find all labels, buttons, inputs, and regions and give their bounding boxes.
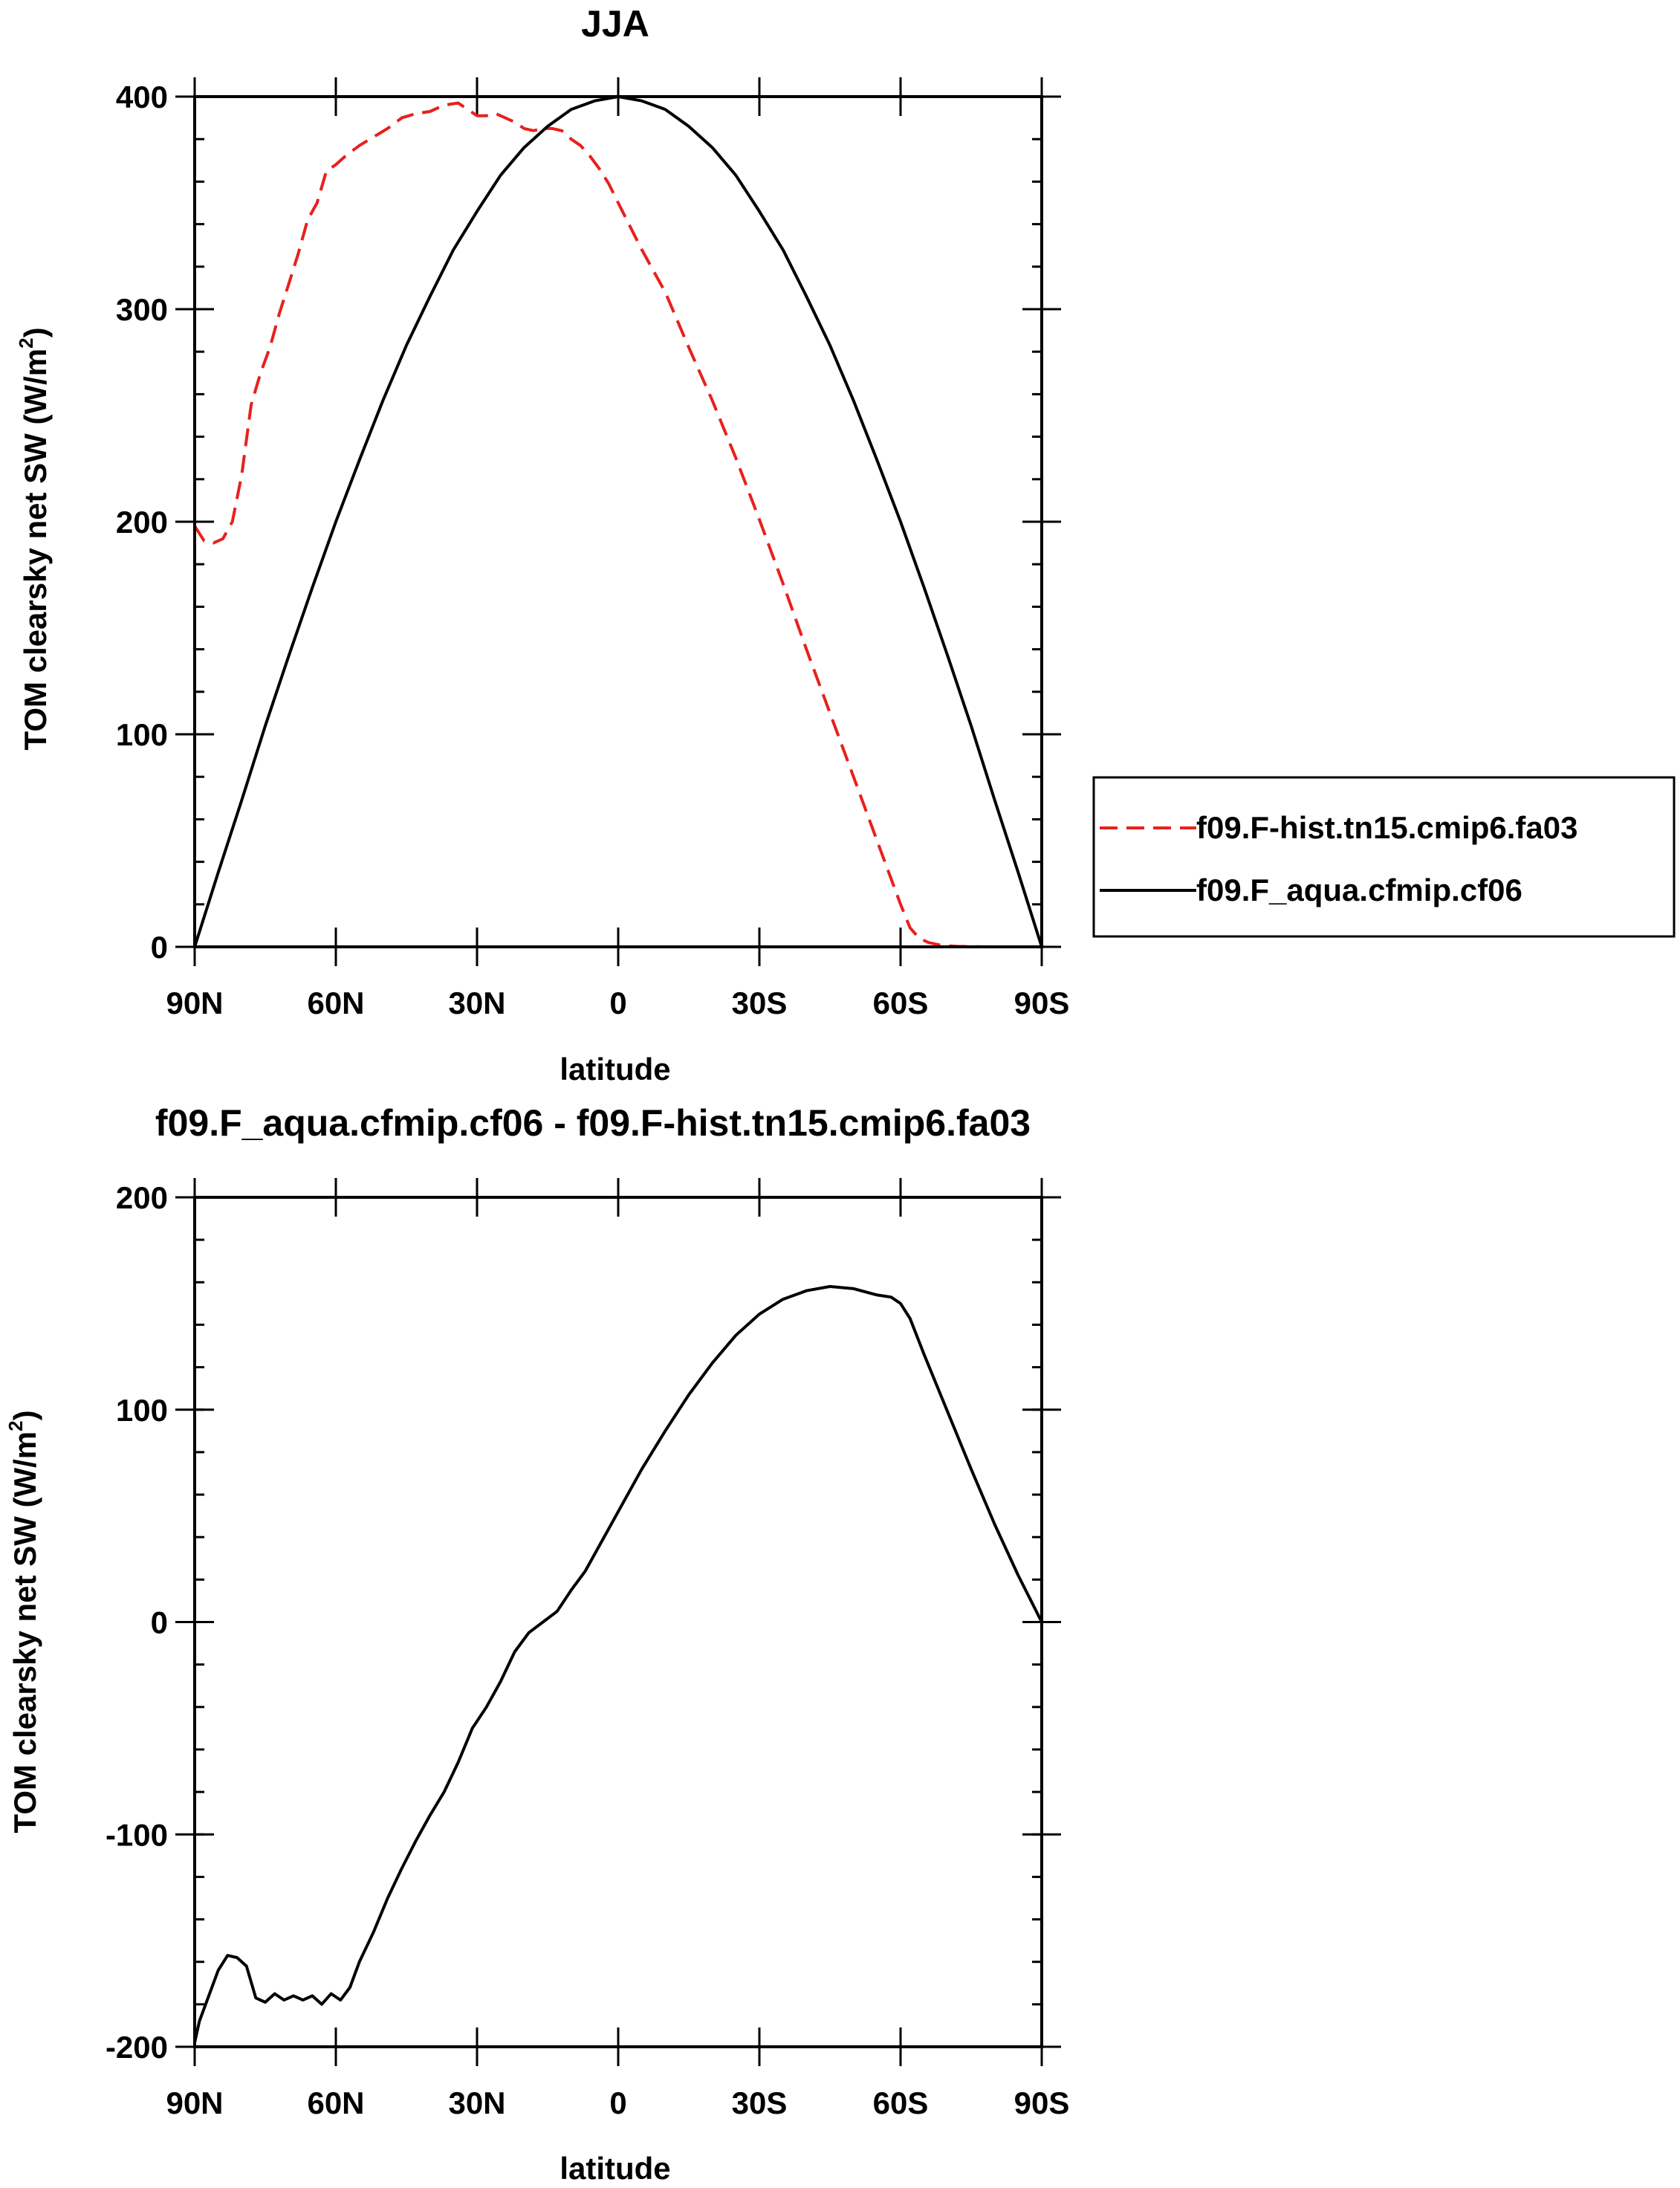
panel-top-xtick-label: 90S xyxy=(1014,985,1070,1020)
panel-top-xtick-label: 0 xyxy=(609,985,626,1020)
panel-bottom-ytick-label: 100 xyxy=(116,1393,168,1428)
panel-bottom-ytick-label: -100 xyxy=(106,1817,168,1852)
legend-label-series-1: f09.F-hist.tn15.cmip6.fa03 xyxy=(1196,810,1578,845)
panel-top-ylabel-suffix: ) xyxy=(18,327,53,337)
panel-top-ytick-label: 100 xyxy=(116,717,168,752)
chart-canvas: JJA 010020030040090N 60N 30N 0 30S 60S 90S lat… xyxy=(0,0,1680,2188)
legend-box xyxy=(1094,777,1674,936)
panel-top-series-line-2 xyxy=(195,97,1042,947)
panel-top-ytick-label: 200 xyxy=(116,505,168,540)
panel-bottom-ytick-label: -200 xyxy=(106,2030,168,2065)
panel-top-ylabel-superscript: 2 xyxy=(15,337,37,348)
panel-bottom-xtick-label: 90S xyxy=(1014,2085,1070,2120)
panel-bottom-ylabel-superscript: 2 xyxy=(4,1420,27,1431)
panel-top-xtick-label: 90N xyxy=(166,985,223,1020)
panel-top-ticks: 0 100 200 300 400 90N 60N 30N 0 30S 60S 90S xyxy=(116,77,1069,1020)
panel-top-xtick-label: 30N xyxy=(448,985,505,1020)
panel-top-xtick-label: 60N xyxy=(307,985,364,1020)
panel-bottom: f09.F_aqua.cfmip.cf06 - f09.F-hist.tn15.… xyxy=(4,1102,1069,2186)
panel-top-ytick-label: 400 xyxy=(116,80,168,114)
panel-top-frame xyxy=(195,97,1042,947)
legend: f09.F-hist.tn15.cmip6.fa03 f09.F_aqua.cf… xyxy=(1094,777,1674,936)
panel-top-xtick-label: 60S xyxy=(873,985,929,1020)
panel-bottom-ylabel-main: TOM clearsky net SW (W/m xyxy=(7,1431,42,1833)
panel-top-series xyxy=(195,97,1042,947)
panel-bottom-xtick-label: 60N xyxy=(307,2085,364,2120)
panel-bottom-xtick-label: 90N xyxy=(166,2085,223,2120)
panel-bottom-ytick-label: 200 xyxy=(116,1180,168,1215)
panel-bottom-series xyxy=(195,1286,1042,2042)
panel-top-ytick-label: 0 xyxy=(151,930,168,965)
legend-label-series-2: f09.F_aqua.cfmip.cf06 xyxy=(1196,873,1522,907)
panel-bottom-title: f09.F_aqua.cfmip.cf06 - f09.F-hist.tn15.… xyxy=(155,1102,1031,1144)
panel-bottom-xtick-label: 60S xyxy=(873,2085,929,2120)
panel-top-ylabel-main: TOM clearsky net SW (W/m xyxy=(18,349,53,751)
panel-bottom-xtick-label: 0 xyxy=(609,2085,626,2120)
panel-bottom-xtick-label: 30N xyxy=(448,2085,505,2120)
panel-bottom-xlabel: latitude xyxy=(560,2151,670,2186)
panel-bottom-ytick-label: 0 xyxy=(151,1605,168,1640)
panel-top-series-line-1 xyxy=(195,103,1004,947)
panel-bottom-ylabel: TOM clearsky net SW (W/m2) xyxy=(4,1410,42,1833)
panel-top-ylabel: TOM clearsky net SW (W/m2) xyxy=(15,327,53,750)
panel-top-xlabel: latitude xyxy=(560,1052,670,1087)
panel-bottom-xtick-label: 30S xyxy=(732,2085,788,2120)
panel-top: JJA 0 100 200 300 400 90N 60N 30N 0 30S 60S 90S lat… xyxy=(15,3,1674,1087)
panel-bottom-ylabel-suffix: ) xyxy=(7,1410,42,1420)
panel-bottom-frame xyxy=(195,1197,1042,2047)
panel-top-ytick-label: 300 xyxy=(116,292,168,327)
panel-bottom-series-line-1 xyxy=(195,1286,1042,2042)
panel-top-title: JJA xyxy=(581,3,649,45)
panel-top-xtick-label: 30S xyxy=(732,985,788,1020)
